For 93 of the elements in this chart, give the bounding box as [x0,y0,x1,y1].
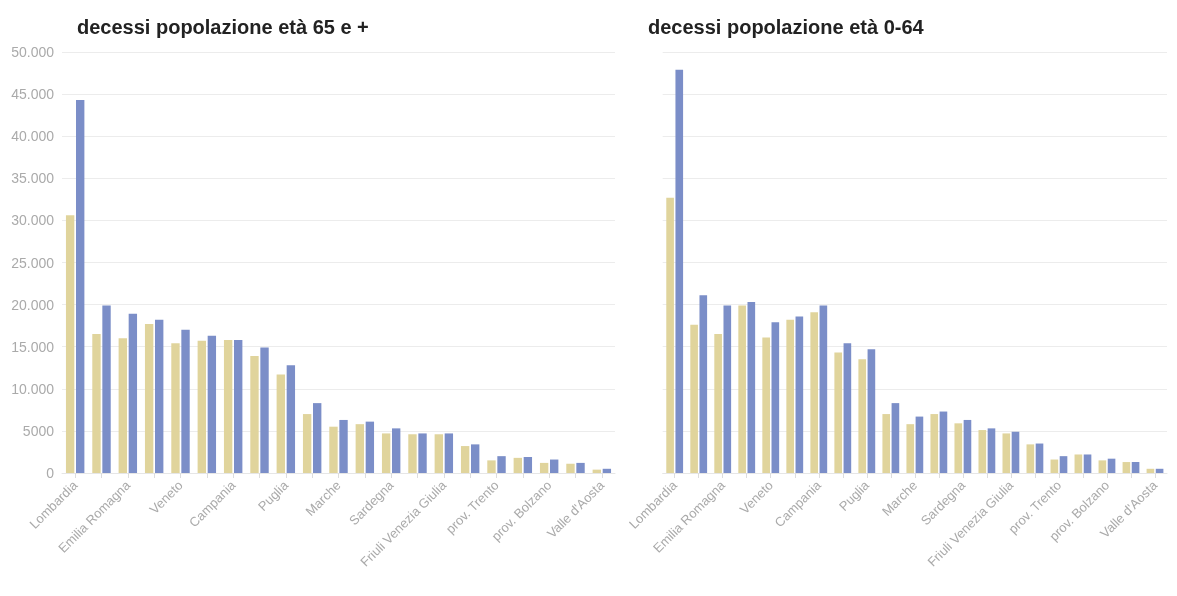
bar [915,416,924,473]
bar [963,419,972,473]
bar [434,434,443,473]
bar [550,459,559,473]
bar [675,69,684,473]
bar [795,316,804,473]
bar [118,338,127,473]
bar [234,339,243,473]
y-tick-label: 40.000 [11,128,55,145]
bar [1002,433,1011,473]
bar [471,444,480,473]
bar [882,414,891,473]
chart-title: decessi popolazione età 0-64 [648,16,925,38]
bar [819,305,828,473]
bar [355,424,364,473]
bar [339,419,348,473]
chart-title: decessi popolazione età 65 e + [77,16,369,38]
bar [930,414,939,473]
bar [144,323,154,473]
bar [1131,462,1140,473]
bar [1059,456,1068,473]
bar [365,421,375,473]
bar [487,460,496,473]
bar [810,312,819,473]
bar [891,403,900,473]
bar [171,343,180,473]
y-tick-label: 0 [46,465,55,481]
bar [699,295,708,473]
y-tick-label: 5000 [22,422,55,439]
bar [207,335,217,473]
y-tick-label: 35.000 [11,170,55,187]
bar [460,446,470,473]
bar [762,337,770,473]
bar [1098,460,1107,473]
bar [1035,443,1044,473]
bar [313,403,322,473]
y-tick-label: 20.000 [11,296,55,313]
bar [260,347,269,473]
bar [329,426,338,473]
bar [76,99,85,473]
bar [858,359,867,473]
bar [723,305,732,473]
bar [523,457,533,473]
bar [92,334,101,473]
bar [128,313,138,473]
bar [954,423,963,473]
bar [1107,458,1116,473]
y-tick-label: 30.000 [11,212,55,229]
bar [392,428,401,473]
bar [843,343,852,473]
bar [539,462,549,473]
bar [497,456,506,473]
bar [1026,444,1035,473]
bar [223,339,233,473]
bar [197,340,206,473]
bar [1074,454,1083,473]
bar [276,374,285,473]
y-tick-label: 45.000 [11,86,55,103]
bar [576,462,585,473]
bar [418,433,427,473]
bar [771,322,780,473]
bar [747,302,756,473]
bar [408,434,417,473]
bar [978,430,987,473]
bar [444,433,454,473]
bar [1011,431,1020,473]
y-tick-label: 25.000 [11,254,55,271]
bar [250,355,259,473]
bar [834,352,843,473]
bar [566,463,575,473]
bar [690,324,698,473]
y-tick-label: 15.000 [11,338,55,355]
bar [65,215,75,473]
bar [155,319,164,473]
bar [181,329,190,473]
bar [513,457,522,473]
bar [867,349,876,473]
bar [987,428,996,473]
bar [1122,462,1131,473]
y-tick-label: 50.000 [11,44,55,60]
bar [1083,454,1092,473]
bar [602,468,612,473]
bar [906,424,915,473]
bar [714,334,722,473]
bar [102,305,111,473]
bar [381,433,391,473]
bar [666,197,674,473]
bar [939,411,948,473]
bar [286,365,296,473]
bar [786,319,794,473]
bar [302,414,312,473]
y-tick-label: 10.000 [11,380,55,397]
bar [738,305,746,473]
